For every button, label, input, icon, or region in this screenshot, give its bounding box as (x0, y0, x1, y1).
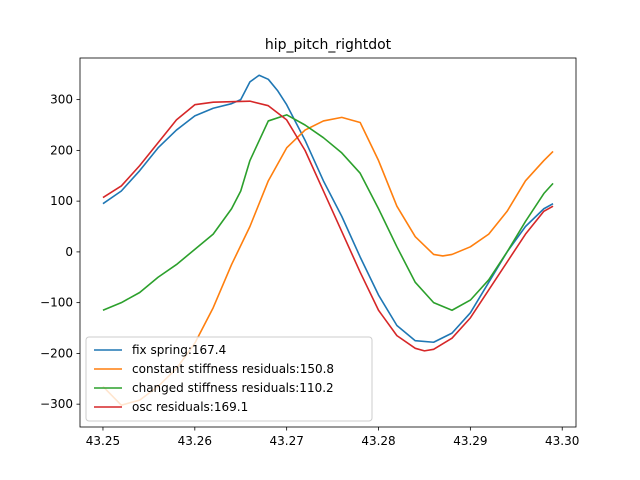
axes-frame (79, 57, 577, 428)
x-tick-label: 43.25 (86, 434, 120, 448)
y-tick-label: 100 (50, 194, 73, 208)
axes-layer: 43.25 43.26 43.27 43.28 43.29 43.30 −300 −200 −1… (40, 57, 579, 448)
legend-box (85, 336, 373, 422)
series-line-4 (102, 100, 554, 352)
x-tick-label: 43.27 (269, 434, 303, 448)
legend-label-2: constant stiffness residuals:150.8 (132, 362, 334, 376)
chart-title: hip_pitch_rightdot (265, 37, 392, 53)
legend: fix spring:167.4 constant stiffness resid… (85, 336, 373, 422)
y-tick-label: −100 (40, 296, 73, 310)
series-line-3 (102, 114, 554, 312)
y-tick-label: 0 (65, 245, 73, 259)
x-tick-label: 43.30 (545, 434, 579, 448)
y-tick-label: 300 (50, 93, 73, 107)
legend-label-4: osc residuals:169.1 (132, 400, 248, 414)
series-line-1 (102, 74, 554, 344)
y-tick-label: −300 (40, 397, 73, 411)
x-tick-label: 43.29 (453, 434, 487, 448)
series-layer (102, 74, 554, 406)
x-tick-label: 43.26 (178, 434, 212, 448)
y-tick-label: 200 (50, 143, 73, 157)
legend-label-3: changed stiffness residuals:110.2 (132, 381, 334, 395)
x-tick-label: 43.28 (361, 434, 395, 448)
legend-label-1: fix spring:167.4 (132, 343, 226, 357)
y-tick-label: −200 (40, 346, 73, 360)
